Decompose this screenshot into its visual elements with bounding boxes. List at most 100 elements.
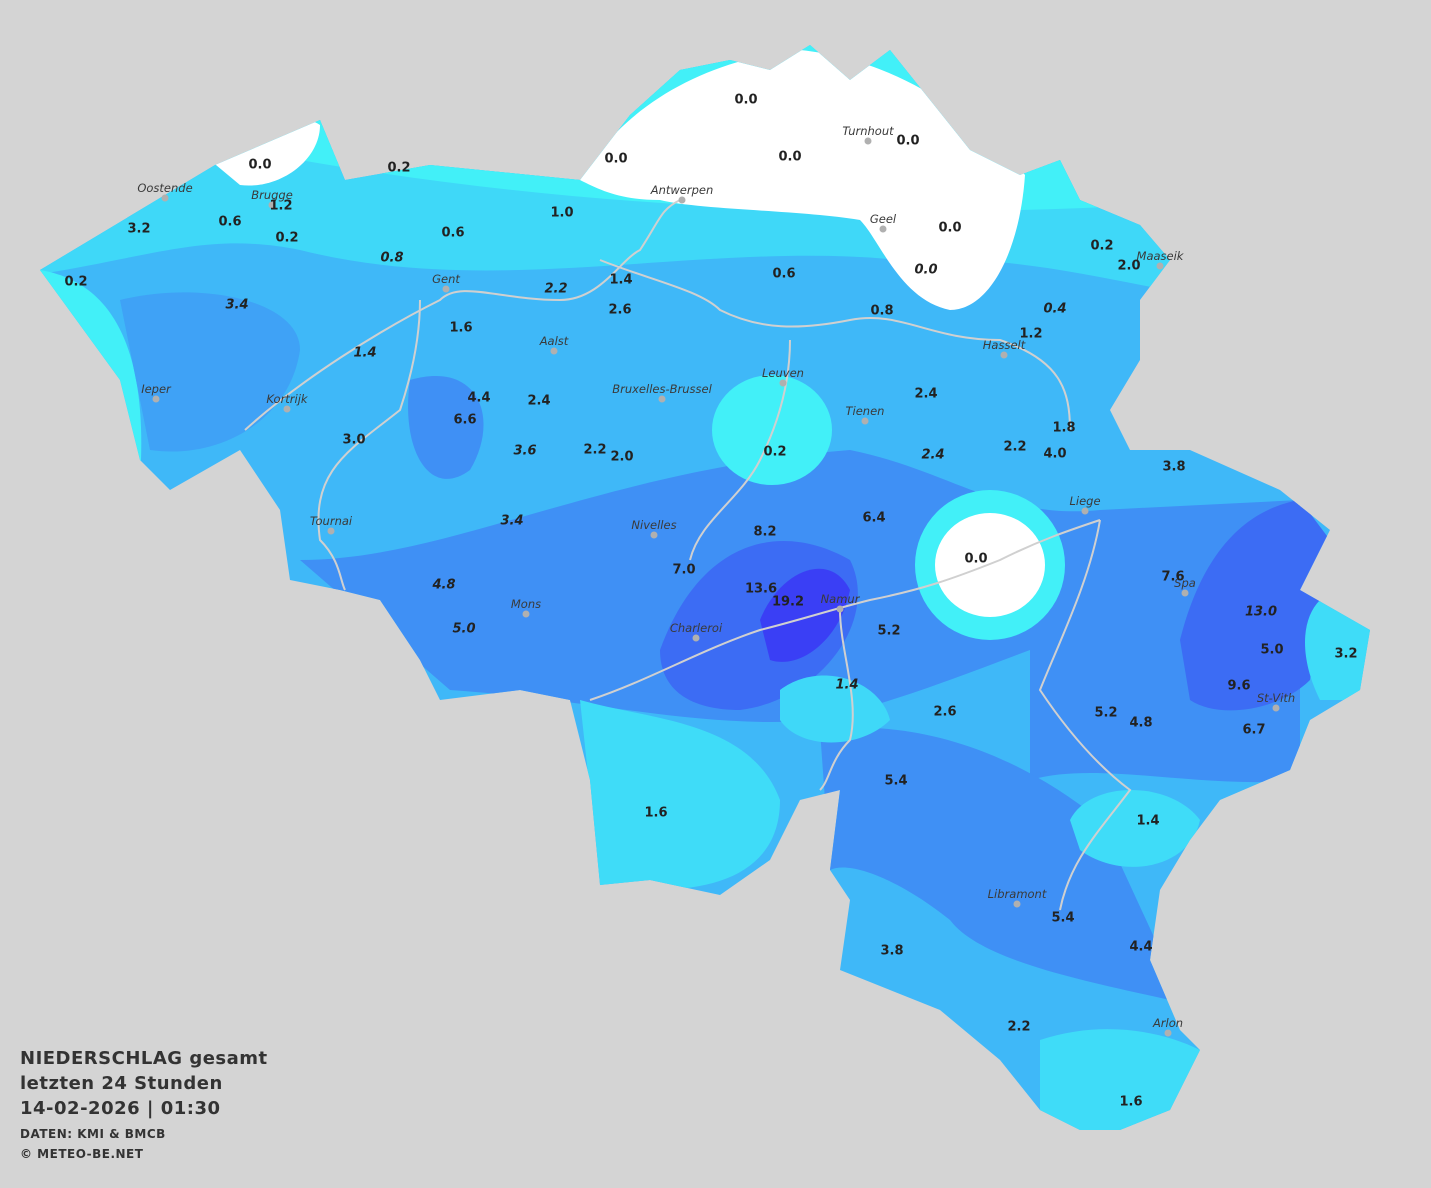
city-dot <box>283 405 291 413</box>
station-value: 1.2 <box>1019 327 1042 342</box>
station-value: 0.8 <box>380 251 403 266</box>
station-value: 5.0 <box>1260 643 1283 658</box>
city-label: Namur <box>821 592 861 606</box>
station-value: 4.8 <box>431 578 455 593</box>
city-label: Hasselt <box>983 338 1026 352</box>
city-label: Mons <box>511 597 541 611</box>
station-value: 0.0 <box>914 263 937 278</box>
station-value: 5.2 <box>1094 706 1117 721</box>
city-dot <box>268 201 276 209</box>
city-dot <box>1164 1029 1172 1037</box>
station-value: 1.6 <box>1119 1095 1142 1110</box>
station-value: 2.0 <box>1117 259 1140 274</box>
city-dot <box>1000 351 1008 359</box>
city-dot <box>692 634 700 642</box>
city-dot <box>1181 589 1189 597</box>
station-value: 6.6 <box>453 413 476 428</box>
city-label: Leuven <box>762 366 804 380</box>
city-dot <box>879 225 887 233</box>
station-value: 5.0 <box>452 622 475 637</box>
station-value: 3.4 <box>500 514 523 529</box>
station-value: 0.0 <box>604 152 627 167</box>
city-label: Tournai <box>310 514 353 528</box>
station-value: 3.2 <box>127 222 150 237</box>
city-label: Turnhout <box>842 124 894 138</box>
station-value: 4.0 <box>1043 447 1066 462</box>
city-label: Ieper <box>141 382 172 396</box>
station-value: 3.4 <box>225 298 248 313</box>
station-value: 0.0 <box>964 552 987 567</box>
station-value: 2.0 <box>610 450 633 465</box>
title-line: NIEDERSCHLAG gesamt <box>20 1048 268 1069</box>
station-value: 0.2 <box>64 275 87 290</box>
city-dot <box>779 379 787 387</box>
city-label: Arlon <box>1152 1016 1183 1030</box>
city-dot <box>522 610 530 618</box>
station-value: 2.6 <box>608 303 631 318</box>
title-line: 14-02-2026 | 01:30 <box>20 1098 221 1119</box>
station-value: 0.6 <box>441 226 464 241</box>
city-dot <box>442 285 450 293</box>
city-label: Charleroi <box>670 621 723 635</box>
station-value: 0.2 <box>1090 239 1113 254</box>
station-value: 13.0 <box>1245 605 1277 620</box>
station-value: 4.4 <box>1129 940 1152 955</box>
city-dot <box>658 395 666 403</box>
station-value: 1.8 <box>1052 421 1075 436</box>
city-label: Kortrijk <box>266 392 309 406</box>
city-dot <box>864 137 872 145</box>
station-value: 0.0 <box>938 221 961 236</box>
station-value: 2.2 <box>1003 440 1026 455</box>
station-value: 1.6 <box>449 321 472 336</box>
title-line: letzten 24 Stunden <box>20 1073 223 1094</box>
station-value: 0.0 <box>896 134 919 149</box>
station-value: 0.6 <box>772 267 795 282</box>
station-value: 5.4 <box>884 774 907 789</box>
station-value: 1.4 <box>835 678 858 693</box>
city-label: Geel <box>870 212 897 226</box>
station-value: 0.2 <box>275 231 298 246</box>
station-value: 3.2 <box>1334 647 1357 662</box>
city-dot <box>861 417 869 425</box>
city-dot <box>1272 704 1280 712</box>
station-value: 0.0 <box>778 150 801 165</box>
station-value: 0.8 <box>870 304 893 319</box>
station-value: 3.6 <box>513 444 536 459</box>
station-value: 7.6 <box>1161 570 1184 585</box>
station-value: 2.2 <box>583 443 606 458</box>
station-value: 4.4 <box>467 391 490 406</box>
station-value: 1.2 <box>269 199 292 214</box>
city-dot <box>1081 507 1089 515</box>
station-value: 19.2 <box>772 595 804 610</box>
city-label: Aalst <box>539 334 569 348</box>
station-value: 1.6 <box>644 806 667 821</box>
city-dot <box>678 196 686 204</box>
city-dot <box>161 194 169 202</box>
city-label: Oostende <box>137 181 192 195</box>
city-label: Nivelles <box>631 518 676 532</box>
station-value: 0.2 <box>387 161 410 176</box>
city-label: Antwerpen <box>650 183 714 197</box>
city-label: Spa <box>1174 576 1196 590</box>
rivers <box>244 199 1132 911</box>
city-dot <box>1013 900 1021 908</box>
city-label: Liege <box>1069 494 1100 508</box>
station-value: 8.2 <box>753 525 776 540</box>
station-value: 3.8 <box>880 944 903 959</box>
station-value: 0.0 <box>248 158 271 173</box>
station-value: 3.8 <box>1162 460 1185 475</box>
station-value: 0.0 <box>734 93 757 108</box>
city-dot <box>650 531 658 539</box>
city-label: Tienen <box>846 404 885 418</box>
station-value: 9.6 <box>1227 679 1250 694</box>
station-value: 2.4 <box>914 387 937 402</box>
credit-line: DATEN: KMI & BMCB <box>20 1127 166 1141</box>
station-value: 6.7 <box>1242 723 1265 738</box>
city-dot <box>327 527 335 535</box>
station-value: 4.8 <box>1129 716 1152 731</box>
city-dot <box>836 605 844 613</box>
station-value: 2.2 <box>544 282 567 297</box>
station-value: 1.4 <box>1136 814 1159 829</box>
credit-line: © METEO-BE.NET <box>20 1147 144 1161</box>
city-label: Brugge <box>251 188 293 202</box>
